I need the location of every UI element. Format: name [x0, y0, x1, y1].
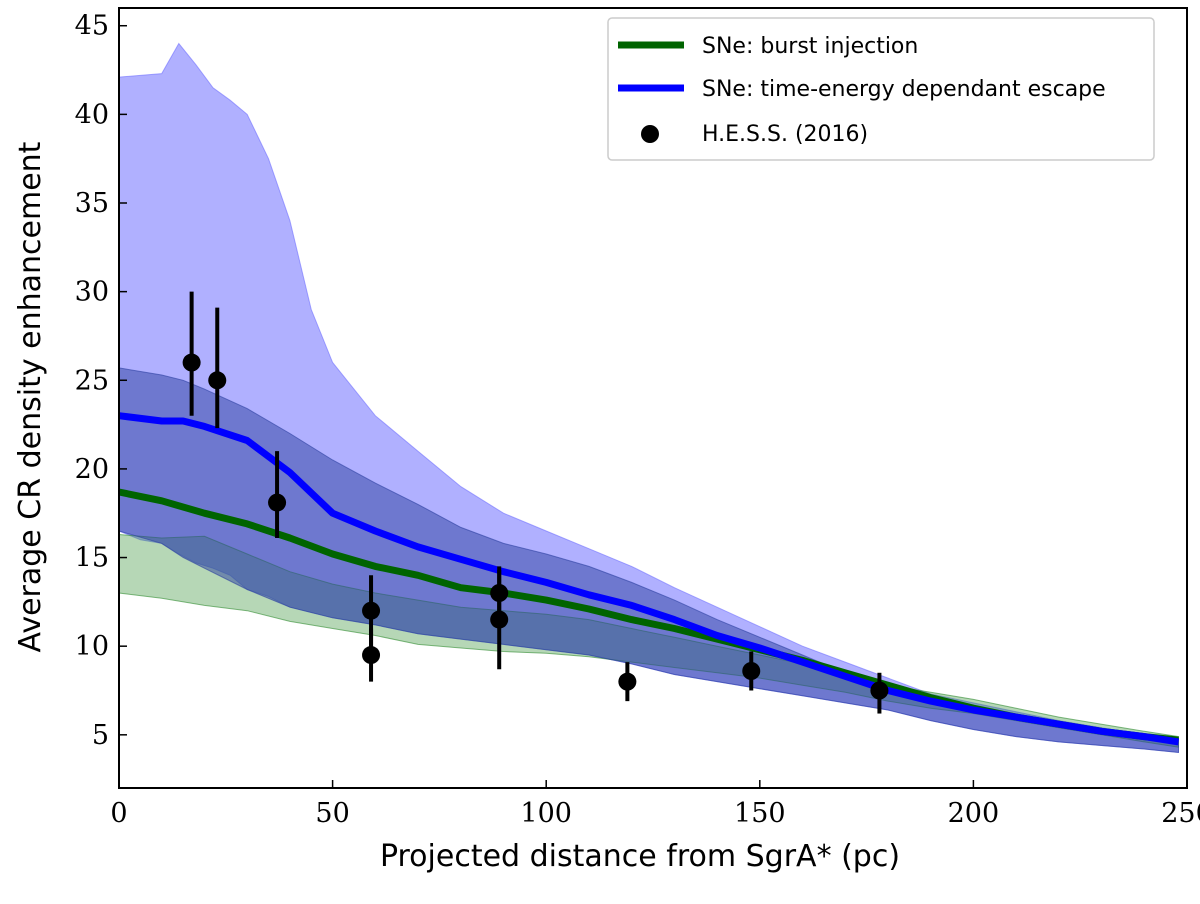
x-tick-label: 150: [734, 798, 786, 829]
y-tick-label: 5: [92, 720, 109, 751]
x-tick-label: 0: [110, 798, 127, 829]
y-tick-label: 40: [75, 99, 109, 130]
y-tick-label: 20: [75, 454, 109, 485]
hess-data-points: [182, 291, 889, 714]
x-tick-label: 250: [1161, 798, 1200, 829]
hess-data-point: [268, 493, 287, 512]
legend-box: [607, 17, 1155, 161]
escape-inner-band: [118, 367, 1179, 754]
legend-label-burst: SNe: burst injection: [702, 34, 918, 59]
hess-data-point: [742, 662, 761, 680]
x-tick-label: 100: [520, 798, 572, 829]
hess-data-point: [870, 681, 889, 700]
legend-label-escape: SNe: time-energy dependant escape: [702, 77, 1106, 102]
hess-data-point: [208, 371, 227, 390]
y-axis-label: Average CR density enhancement: [13, 141, 48, 652]
legend-marker-hess: [641, 125, 659, 143]
x-tick-label: 200: [948, 798, 1000, 829]
legend: SNe: burst injection SNe: time-energy de…: [607, 17, 1155, 161]
y-tick-label: 35: [75, 188, 109, 219]
x-axis-ticks: 0 50 100 150 200 250: [110, 780, 1200, 829]
y-tick-label: 30: [75, 277, 109, 308]
y-tick-label: 25: [75, 365, 109, 396]
hess-data-point: [362, 646, 381, 665]
legend-label-hess: H.E.S.S. (2016): [702, 122, 868, 147]
hess-data-point: [618, 672, 637, 691]
x-axis-label: Projected distance from SgrA* (pc): [380, 839, 900, 874]
x-tick-label: 50: [315, 798, 349, 829]
model-lines: [118, 412, 1180, 746]
y-axis-ticks: 5 10 15 20 25 30 35 40 45: [75, 11, 127, 751]
hess-data-point: [490, 610, 509, 629]
hess-data-point: [362, 601, 381, 620]
y-tick-label: 45: [75, 11, 109, 42]
hess-data-point: [182, 353, 201, 372]
y-tick-label: 15: [75, 543, 109, 574]
y-tick-label: 10: [75, 631, 109, 662]
plot-frame: [118, 7, 1188, 789]
escape-line: [118, 412, 1180, 746]
